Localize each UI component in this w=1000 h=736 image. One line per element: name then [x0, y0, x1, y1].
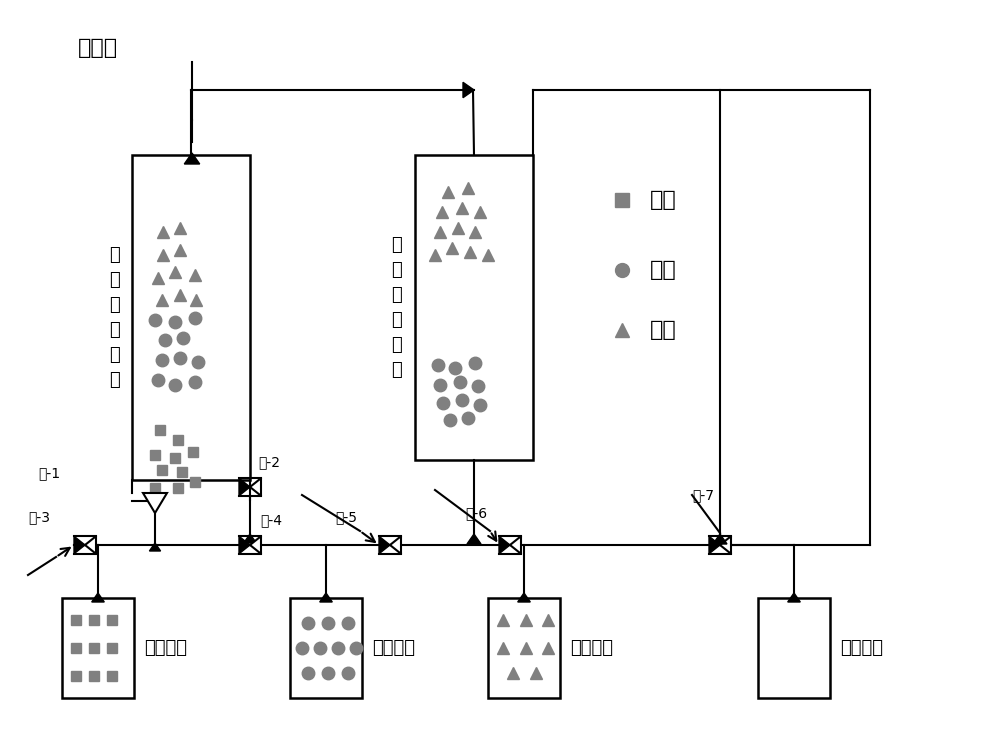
Text: 木糖储罐: 木糖储罐	[372, 639, 415, 657]
Text: 乙酸储罐: 乙酸储罐	[570, 639, 613, 657]
Polygon shape	[463, 82, 474, 98]
Text: 硫酸: 硫酸	[650, 190, 677, 210]
Polygon shape	[239, 537, 250, 553]
Bar	[132, 155, 250, 480]
Polygon shape	[713, 534, 727, 544]
Text: 阀-6: 阀-6	[465, 506, 487, 520]
Polygon shape	[518, 593, 530, 602]
Polygon shape	[149, 543, 161, 551]
Text: 木糖: 木糖	[650, 260, 677, 280]
Bar	[62, 598, 134, 698]
Text: 阀-2: 阀-2	[258, 455, 280, 469]
Text: 乙酸: 乙酸	[650, 320, 677, 340]
Polygon shape	[92, 593, 104, 602]
Polygon shape	[250, 537, 261, 553]
Text: 阀-3: 阀-3	[28, 510, 50, 524]
Polygon shape	[510, 537, 521, 553]
Bar	[290, 598, 362, 698]
Polygon shape	[239, 478, 250, 496]
Text: 阀-7: 阀-7	[692, 488, 714, 502]
Polygon shape	[320, 593, 332, 602]
Text: 阀-5: 阀-5	[335, 510, 357, 524]
Polygon shape	[143, 493, 167, 513]
Polygon shape	[720, 537, 731, 553]
Polygon shape	[709, 537, 720, 553]
Polygon shape	[390, 537, 401, 553]
Text: 硫酸储罐: 硫酸储罐	[144, 639, 187, 657]
Text: 第
二
维
色
谱
柱: 第 二 维 色 谱 柱	[392, 236, 402, 379]
Polygon shape	[379, 537, 390, 553]
Polygon shape	[250, 478, 261, 496]
Bar	[488, 598, 560, 698]
Bar	[758, 598, 830, 698]
Polygon shape	[74, 537, 85, 553]
Text: 阀-1: 阀-1	[38, 466, 60, 480]
Polygon shape	[499, 537, 510, 553]
Polygon shape	[244, 534, 256, 543]
Text: 阀-4: 阀-4	[260, 513, 282, 527]
Polygon shape	[184, 153, 200, 164]
Polygon shape	[85, 537, 96, 553]
Polygon shape	[788, 593, 800, 602]
Text: 纯水储罐: 纯水储罐	[840, 639, 883, 657]
Bar	[415, 155, 533, 460]
Text: 第
一
维
色
谱
柱: 第 一 维 色 谱 柱	[109, 246, 119, 389]
Text: 上样口: 上样口	[78, 38, 118, 58]
Polygon shape	[467, 534, 481, 544]
